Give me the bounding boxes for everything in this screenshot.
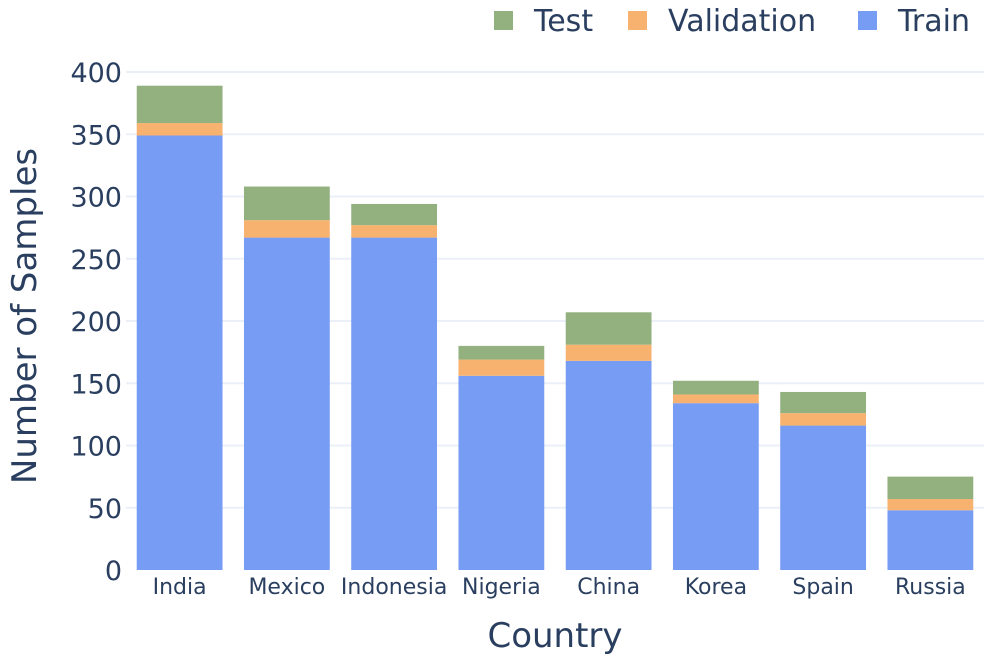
x-tick-label-mexico: Mexico xyxy=(248,575,325,600)
bar-spain-train xyxy=(780,425,867,570)
bar-china-validation xyxy=(565,344,652,361)
bar-china-test xyxy=(565,312,652,345)
x-tick-label-india: India xyxy=(153,575,207,600)
y-axis-title: Number of Samples xyxy=(5,148,45,484)
bar-nigeria-test xyxy=(458,345,545,360)
y-tick-label: 150 xyxy=(70,369,122,400)
bar-nigeria-validation xyxy=(458,359,545,376)
y-tick-label: 350 xyxy=(70,120,122,151)
legend-swatch-test xyxy=(494,11,513,30)
y-axis-ticks: 0 50 100 150 200 250 300 350 400 xyxy=(70,58,122,587)
bar-china-train xyxy=(565,360,652,570)
bar-korea-train xyxy=(672,403,759,570)
x-tick-label-china: China xyxy=(577,575,640,600)
bar-russia-train xyxy=(887,510,974,570)
bar-india-validation xyxy=(136,123,223,136)
y-tick-label: 400 xyxy=(70,58,122,89)
x-axis-title: Country xyxy=(487,616,622,656)
y-tick-label: 50 xyxy=(88,494,122,525)
y-tick-label: 0 xyxy=(105,556,122,587)
x-tick-label-korea: Korea xyxy=(685,575,747,600)
bar-india-train xyxy=(136,135,223,570)
bar-spain-validation xyxy=(780,413,867,426)
bar-korea-test xyxy=(672,380,759,395)
bar-korea-validation xyxy=(672,394,759,404)
y-tick-label: 300 xyxy=(70,183,122,214)
x-tick-label-nigeria: Nigeria xyxy=(462,575,541,600)
x-tick-label-indonesia: Indonesia xyxy=(341,575,447,600)
bars xyxy=(136,85,974,570)
bar-indonesia-train xyxy=(351,237,438,570)
bar-indonesia-test xyxy=(351,203,438,226)
bar-mexico-validation xyxy=(243,220,330,238)
bar-nigeria-train xyxy=(458,375,545,570)
y-tick-label: 100 xyxy=(70,432,122,463)
legend-swatch-validation xyxy=(628,11,647,30)
bar-russia-test xyxy=(887,476,974,500)
bar-russia-validation xyxy=(887,499,974,511)
x-axis-ticks: India Mexico Indonesia Nigeria China Korea Spa… xyxy=(153,575,966,600)
legend: Test Validation Train xyxy=(494,4,970,39)
x-tick-label-russia: Russia xyxy=(895,575,966,600)
bar-india-test xyxy=(136,85,223,124)
y-tick-label: 200 xyxy=(70,307,122,338)
bar-mexico-test xyxy=(243,186,330,221)
y-tick-label: 250 xyxy=(70,245,122,276)
legend-swatch-train xyxy=(858,11,877,30)
bar-mexico-train xyxy=(243,237,330,570)
bar-spain-test xyxy=(780,391,867,414)
legend-label-test: Test xyxy=(533,4,593,39)
legend-label-train: Train xyxy=(897,4,970,39)
x-tick-label-spain: Spain xyxy=(792,575,853,600)
bar-indonesia-validation xyxy=(351,225,438,238)
legend-label-validation: Validation xyxy=(668,4,816,39)
